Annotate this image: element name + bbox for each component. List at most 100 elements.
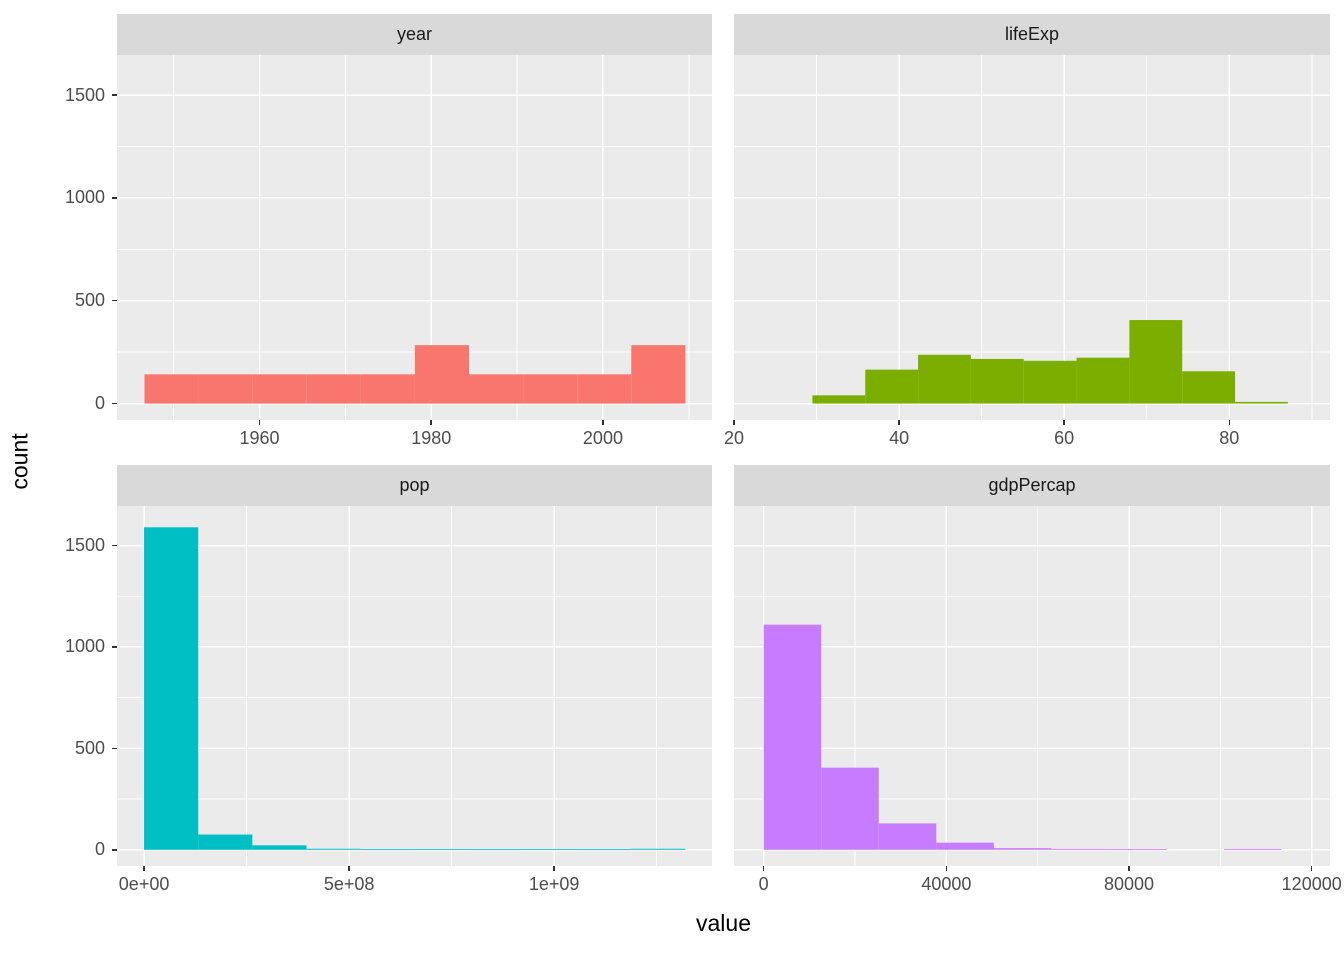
x-tick-label: 20	[723, 428, 745, 448]
x-tick-mark	[348, 866, 350, 871]
histogram-bar	[763, 624, 822, 850]
x-tick-label: 1980	[411, 428, 452, 448]
histogram-bar	[821, 767, 879, 850]
histogram-bar	[970, 358, 1024, 404]
x-tick-mark	[762, 866, 765, 871]
x-axis-title: value	[696, 910, 751, 936]
x-tick-mark	[602, 420, 604, 425]
histogram-bar	[1235, 401, 1288, 404]
x-tick-label: 40000	[921, 874, 972, 894]
histogram-bar	[918, 354, 971, 404]
facet-strip: pop	[117, 465, 712, 506]
histogram-bar	[865, 369, 919, 404]
x-tick-mark	[1063, 420, 1065, 425]
y-tick-mark	[112, 299, 117, 302]
y-tick-mark	[112, 646, 117, 648]
histogram-plot-area	[734, 55, 1330, 420]
y-tick-label: 0	[94, 393, 105, 414]
histogram-bar	[306, 374, 361, 404]
x-tick-label: 1960	[239, 428, 280, 448]
histogram-bar	[414, 848, 469, 850]
x-tick-mark	[430, 420, 432, 425]
histogram-bar	[144, 527, 199, 850]
y-tick-label: 500	[74, 737, 105, 758]
x-tick-mark	[258, 420, 261, 425]
x-tick-mark	[1128, 866, 1130, 871]
y-tick-label: 500	[74, 290, 105, 311]
y-tick-mark	[112, 197, 117, 199]
facet-pop: pop 0e+00 5e+08 1e+09 0 500 1000 1500	[65, 465, 712, 894]
facet-strip: lifeExp	[734, 14, 1330, 55]
x-tick-mark	[553, 866, 555, 871]
facet-strip-label: gdpPercap	[988, 475, 1076, 495]
x-tick-mark	[898, 420, 900, 425]
x-tick-label: 1e+09	[528, 874, 580, 894]
facet-panel	[117, 55, 712, 420]
histogram-bar	[523, 374, 578, 404]
histogram-bar	[252, 374, 307, 404]
x-tick-label: 80	[1219, 428, 1240, 448]
x-tick-label: 2000	[582, 428, 623, 448]
facet-year: year 1960 1980 2000 0 500 1000 1500	[65, 14, 712, 448]
histogram-plot-area	[117, 55, 712, 420]
facet-strip-label: pop	[399, 475, 430, 495]
histogram-bar	[577, 374, 632, 404]
histogram-bar	[1076, 357, 1130, 404]
histogram-bar	[198, 834, 253, 850]
histogram-bar	[522, 848, 578, 850]
x-tick-label: 0	[758, 874, 769, 894]
histogram-bar	[577, 849, 632, 850]
x-tick-label: 80000	[1104, 874, 1155, 894]
histogram-bar	[414, 345, 470, 404]
histogram-bar	[469, 374, 524, 404]
y-tick-mark	[112, 402, 117, 405]
histogram-bar	[252, 845, 307, 850]
y-tick-label: 1000	[64, 187, 105, 208]
facet-strip-label: lifeExp	[1004, 24, 1060, 44]
x-tick-label: 60	[1054, 428, 1075, 448]
facet-panel	[734, 55, 1330, 420]
y-tick-mark	[112, 544, 117, 547]
histogram-bar	[306, 848, 361, 850]
x-tick-label: 0e+00	[118, 874, 170, 894]
histogram-bar	[144, 374, 199, 404]
histogram-bar	[360, 849, 415, 850]
y-tick-mark	[112, 747, 117, 750]
histogram-bar	[1023, 360, 1077, 404]
histogram-bar	[812, 395, 866, 404]
histogram-bar	[1224, 848, 1282, 850]
y-axis-title: count	[6, 433, 33, 490]
x-tick-label: 40	[889, 428, 910, 448]
histogram-plot-area	[117, 506, 712, 866]
histogram-bar	[1108, 849, 1167, 850]
histogram-bar	[468, 849, 523, 850]
x-tick-label: 120000	[1281, 874, 1342, 894]
y-tick-label: 1500	[64, 84, 105, 105]
facet-panel	[117, 506, 712, 866]
facet-strip: year	[117, 14, 712, 55]
y-tick-label: 1000	[64, 636, 105, 657]
facet-strip-label: year	[396, 24, 432, 44]
histogram-bar	[993, 848, 1052, 850]
y-tick-mark	[112, 94, 117, 96]
histogram-bar	[360, 374, 415, 404]
histogram-bar	[936, 842, 994, 850]
x-tick-mark	[1310, 866, 1313, 871]
x-tick-mark	[945, 866, 948, 871]
histogram-bar	[631, 848, 686, 850]
x-tick-label: 5e+08	[323, 874, 375, 894]
x-tick-mark	[143, 866, 145, 871]
y-tick-label: 1500	[64, 535, 105, 556]
facet-lifeexp: lifeExp 20 40 60 80	[724, 14, 1330, 448]
facet-strip: gdpPercap	[734, 465, 1330, 506]
histogram-bar	[1129, 320, 1183, 404]
histogram-plot-area	[734, 506, 1330, 866]
y-tick-label: 0	[94, 839, 105, 860]
histogram-bar	[878, 823, 937, 850]
facet-gdppercap: gdpPercap 0 40000 80000 120000	[734, 465, 1342, 894]
facet-panel	[734, 506, 1330, 866]
histogram-bar	[1182, 371, 1236, 404]
histogram-bar	[631, 345, 686, 404]
histogram-bar	[1051, 848, 1109, 850]
